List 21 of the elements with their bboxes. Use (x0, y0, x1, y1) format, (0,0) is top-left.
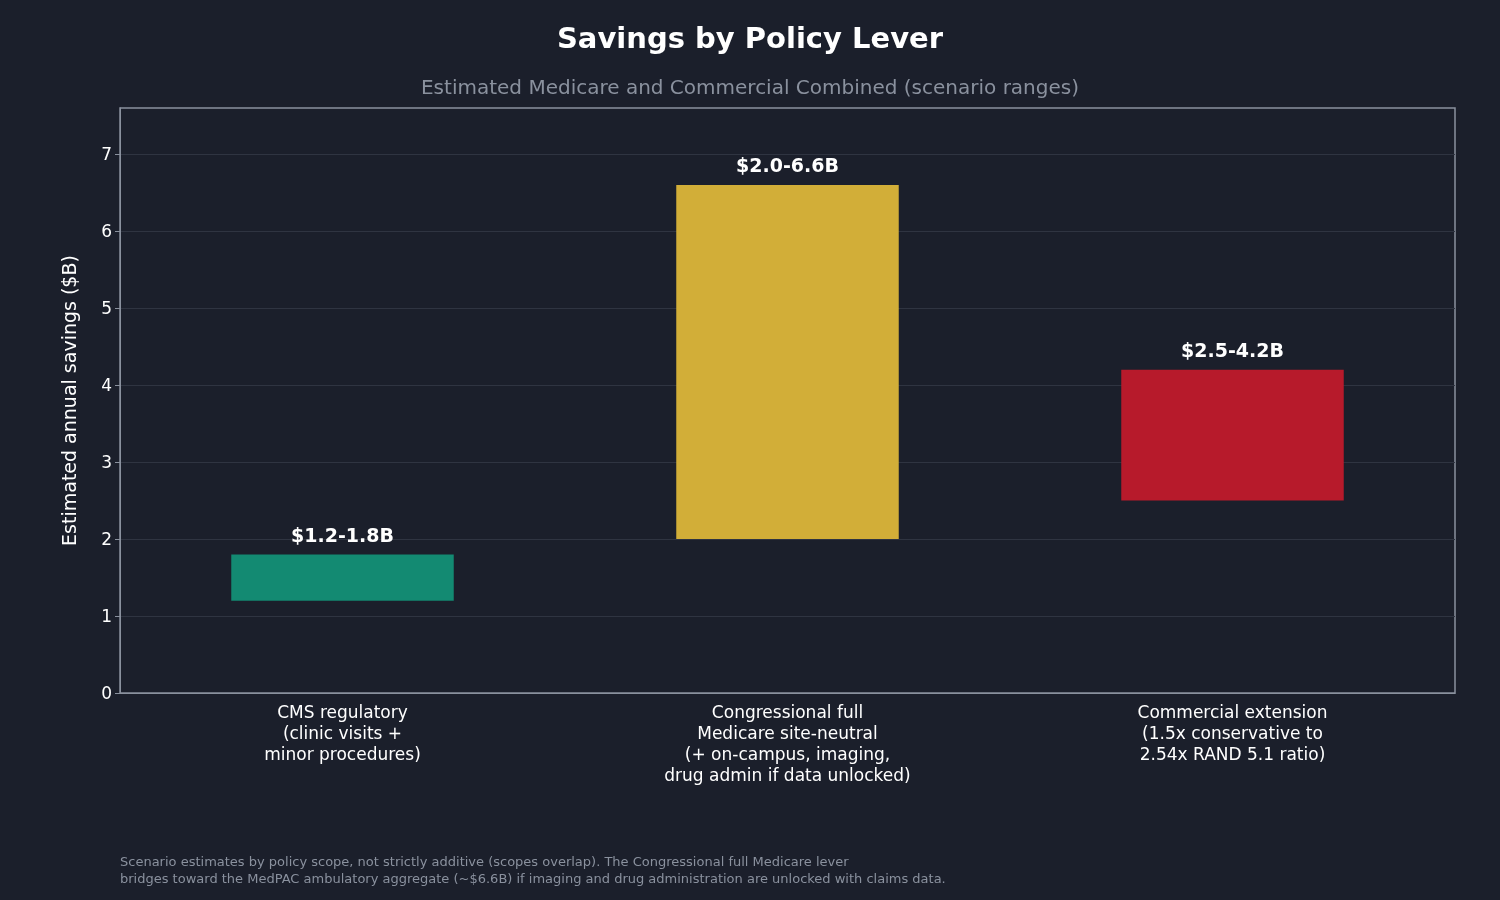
chart-title: Savings by Policy Lever (556, 20, 944, 55)
data-label: $2.0-6.6B (736, 154, 839, 177)
y-tick-label: 4 (101, 375, 112, 396)
y-tick-label: 7 (101, 144, 112, 165)
y-tick-label: 1 (101, 606, 112, 627)
data-label: $1.2-1.8B (291, 523, 394, 546)
y-tick-label: 6 (101, 221, 112, 242)
chart-subtitle: Estimated Medicare and Commercial Combined (scenario ranges) (420, 75, 1080, 99)
y-axis-title: Estimated annual savings ($B) (57, 255, 80, 546)
bar (676, 184, 899, 540)
text: Scenario estimates by policy scope, not strictly additive (scopes overlap). The Congressional full Medicare lever bridges toward the MedPAC ambulatory aggregate (~$6.6B) if imaging and drug administration are unlocked with claims data. (120, 854, 946, 886)
y-tick-label: 5 (101, 298, 112, 319)
y-tick-label: 2 (101, 529, 112, 550)
x-tick-label: Commercial extension (1.5x conservative to 2.54x RAND 5.1 ratio) (1137, 701, 1328, 764)
x-tick-label: Congressional full Medicare site-neutral (+ on-campus, imaging, drug admin if data unlocked) (664, 701, 911, 785)
bar (231, 554, 454, 601)
x-tick-label: CMS regulatory (clinic visits + minor procedures) (264, 701, 421, 764)
bar (1121, 369, 1344, 501)
y-tick-label: 0 (101, 683, 112, 703)
y-tick-label: 3 (101, 452, 112, 473)
data-label: $2.5-4.2B (1181, 339, 1284, 362)
